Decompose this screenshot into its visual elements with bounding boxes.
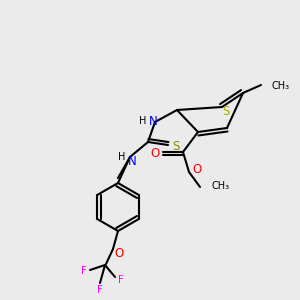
Text: N: N [128, 155, 136, 168]
Text: S: S [222, 105, 230, 118]
Text: F: F [97, 285, 103, 295]
Text: CH₃: CH₃ [271, 81, 289, 91]
Text: CH₃: CH₃ [211, 181, 229, 191]
Text: O: O [114, 247, 124, 260]
Text: N: N [148, 115, 158, 128]
Text: H: H [139, 116, 147, 126]
Text: O: O [192, 163, 201, 176]
Text: F: F [118, 275, 124, 285]
Text: S: S [172, 140, 180, 153]
Text: H: H [118, 152, 126, 162]
Text: O: O [150, 147, 160, 160]
Text: F: F [81, 266, 87, 276]
